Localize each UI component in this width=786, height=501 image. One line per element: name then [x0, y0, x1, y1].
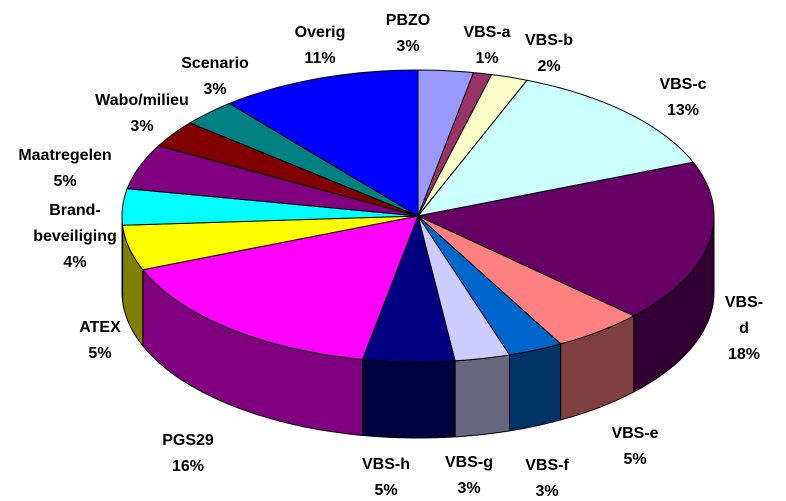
pie-slice — [121, 188, 419, 226]
category-label: ATEX — [79, 319, 121, 336]
pie-side — [362, 358, 456, 439]
pie-side — [454, 354, 510, 438]
slice-label: ATEX 5% — [79, 315, 120, 367]
pie-slice — [417, 215, 635, 345]
category-label: VBS-e — [611, 425, 659, 442]
pie-slice — [126, 145, 419, 217]
category-label: PGS29 — [162, 432, 214, 449]
category-label: PBZO — [385, 12, 431, 29]
slice-label: VBS-e 5% — [611, 421, 658, 473]
category-label: Wabo/milieu — [95, 92, 189, 109]
category-label: Maatregelen — [18, 147, 112, 164]
pie-slice — [416, 161, 715, 317]
value-label: 3% — [535, 483, 559, 500]
value-label: 16% — [171, 458, 205, 475]
value-label: 5% — [53, 173, 77, 190]
slice-label: VBS-b 2% — [525, 28, 573, 80]
slice-label: Maatregelen 5% — [18, 143, 111, 195]
slice-label: Wabo/milieu 3% — [95, 88, 189, 140]
slice-label: VBS-h 5% — [362, 452, 410, 501]
slice-label: VBS-c 13% — [659, 72, 706, 124]
value-label: 18% — [727, 346, 761, 363]
value-label: 3% — [130, 118, 154, 135]
category-label: VBS-b — [525, 32, 573, 49]
slice-label: PBZO 3% — [386, 8, 430, 60]
pie-slice — [188, 102, 419, 217]
slice-label: PGS29 16% — [162, 428, 214, 480]
slice-label: VBS-f 3% — [525, 453, 569, 501]
category-label: VBS-f — [525, 457, 569, 474]
pie-slice — [141, 215, 419, 360]
value-label: 11% — [304, 50, 336, 67]
value-label: 3% — [457, 480, 481, 497]
category-label: VBS-h — [362, 456, 410, 473]
value-label: 13% — [666, 102, 700, 119]
pie-slice — [157, 122, 419, 217]
category-label: VBS-g — [445, 454, 493, 471]
value-label: 1% — [475, 50, 499, 67]
value-label: 3% — [203, 81, 227, 98]
category-label: Overig — [294, 24, 346, 41]
value-label: 5% — [88, 345, 112, 362]
pie-slice — [417, 215, 562, 356]
pie-slice — [417, 215, 511, 362]
value-label: 4% — [63, 254, 87, 271]
value-label: 5% — [374, 482, 398, 499]
category-label: Brand- beveiliging — [33, 202, 117, 245]
slice-label: Scenario 3% — [181, 51, 249, 103]
pie-slice — [361, 214, 456, 363]
slice-label: VBS-a 1% — [463, 20, 510, 72]
slice-label: VBS-g 3% — [445, 450, 493, 501]
category-label: Scenario — [181, 55, 249, 72]
pie-side — [121, 216, 124, 302]
pie-slice — [228, 69, 419, 217]
slice-label: Brand- beveiliging 4% — [33, 198, 117, 276]
pie-side — [509, 343, 562, 432]
category-label: VBS-c — [659, 76, 707, 93]
category-label: VBS-a — [463, 24, 511, 41]
value-label: 5% — [623, 451, 647, 468]
slice-label: VBS-d 18% — [723, 290, 765, 368]
category-label: VBS-d — [724, 294, 764, 337]
value-label: 3% — [396, 38, 420, 55]
value-label: 2% — [537, 58, 561, 75]
slice-label: Overig 11% — [295, 20, 346, 72]
pie-slice — [416, 79, 695, 217]
pie-slice — [122, 215, 419, 271]
